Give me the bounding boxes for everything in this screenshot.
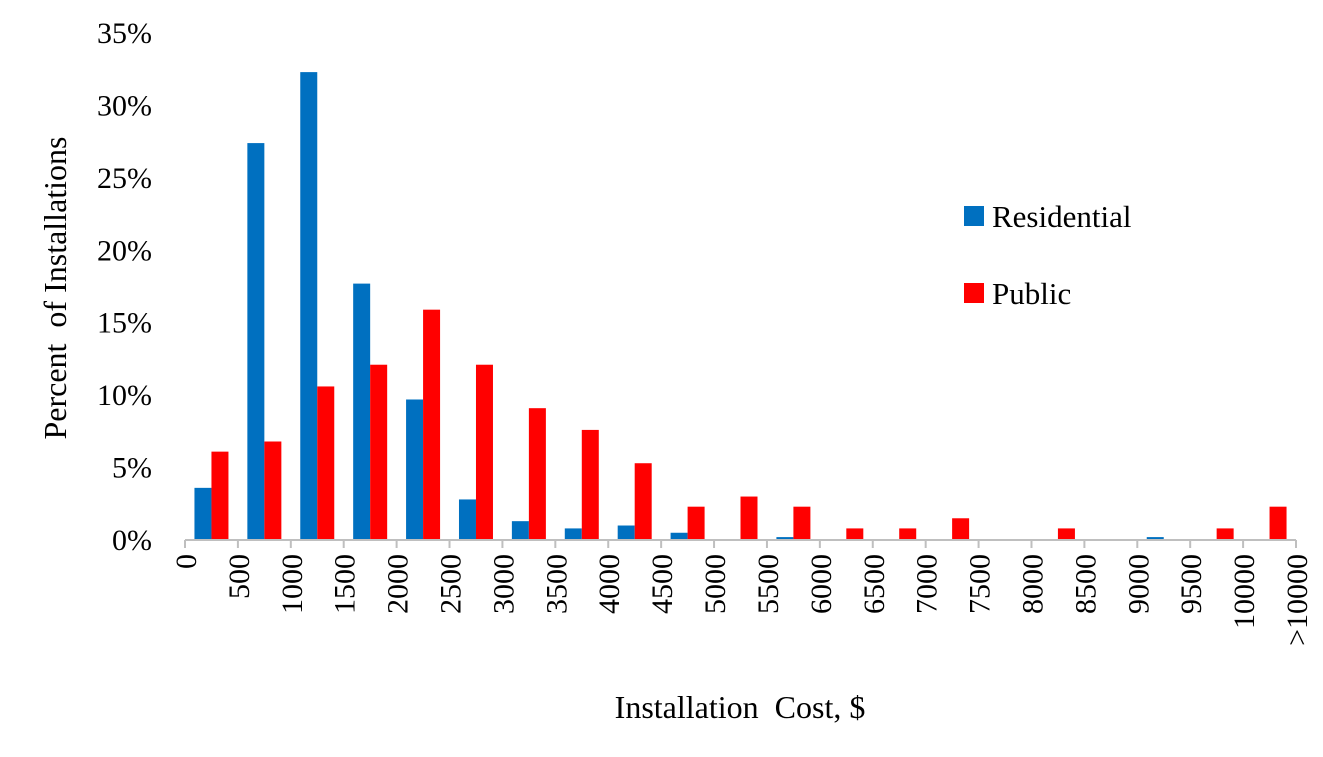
- bar-residential: [247, 143, 265, 540]
- bar-residential: [670, 532, 688, 540]
- legend-label-residential: Residential: [992, 199, 1131, 234]
- bar-public: [793, 506, 811, 540]
- x-tick-label: 6000: [805, 554, 838, 614]
- y-tick-label: 5%: [112, 452, 152, 485]
- bar-public: [211, 451, 229, 540]
- bar-residential: [194, 487, 212, 540]
- bar-residential: [406, 399, 424, 540]
- x-axis-tick-marks: [184, 540, 1297, 548]
- y-tick-label: 35%: [97, 17, 152, 50]
- y-tick-label: 10%: [97, 379, 152, 412]
- y-axis-ticks: 0% 5% 10% 15% 20% 25% 30% 35%: [97, 17, 152, 557]
- bar-public: [475, 364, 493, 540]
- x-tick-label: 8500: [1069, 554, 1102, 614]
- x-tick-label: 4500: [646, 554, 679, 614]
- x-tick-label: 5500: [752, 554, 785, 614]
- x-tick-label: 7000: [911, 554, 944, 614]
- x-tick-label: 4000: [593, 554, 626, 614]
- bar-residential: [564, 528, 582, 540]
- bar-residential: [617, 525, 635, 540]
- x-tick-label: 5000: [699, 554, 732, 614]
- x-axis-title: Installation Cost, $: [615, 689, 866, 725]
- x-tick-label: 9500: [1175, 554, 1208, 614]
- x-tick-label: 9000: [1122, 554, 1155, 614]
- x-tick-label: 10000: [1228, 554, 1261, 629]
- legend: Residential Public: [964, 199, 1131, 311]
- bar-public: [1216, 528, 1234, 540]
- bar-public: [423, 309, 441, 540]
- x-tick-label: 1500: [329, 554, 362, 614]
- x-tick-label: 3500: [540, 554, 573, 614]
- y-tick-label: 20%: [97, 234, 152, 267]
- x-tick-label: 3000: [487, 554, 520, 614]
- bar-public: [264, 441, 282, 540]
- bar-public: [687, 506, 705, 540]
- y-tick-label: 0%: [112, 524, 152, 557]
- bar-public: [581, 429, 599, 540]
- bar-residential: [511, 521, 529, 540]
- bar-public: [370, 364, 388, 540]
- bar-public: [1269, 506, 1287, 540]
- x-tick-label: 7500: [964, 554, 997, 614]
- x-tick-label: >10000: [1281, 554, 1314, 646]
- x-tick-label: 0: [170, 554, 203, 569]
- bar-public: [1057, 528, 1075, 540]
- bar-residential: [1146, 537, 1164, 540]
- x-tick-label: 2000: [382, 554, 415, 614]
- bar-public: [952, 518, 970, 540]
- x-tick-label: 500: [223, 554, 256, 599]
- bar-public: [528, 408, 546, 540]
- bar-residential: [300, 72, 318, 541]
- bar-residential: [353, 283, 371, 540]
- y-tick-label: 25%: [97, 162, 152, 195]
- bar-residential: [776, 537, 794, 540]
- bar-public: [846, 528, 864, 540]
- bar-public: [740, 496, 758, 540]
- x-axis-ticks: 0 500 1000 1500 2000 2500 3000 3500 4000 4500 5000…: [170, 554, 1314, 646]
- x-tick-label: 8000: [1016, 554, 1049, 614]
- legend-swatch-residential: [964, 206, 984, 226]
- bar-residential: [458, 499, 476, 540]
- bar-public: [634, 463, 652, 540]
- y-tick-label: 30%: [97, 89, 152, 122]
- x-tick-label: 6500: [858, 554, 891, 614]
- legend-swatch-public: [964, 283, 984, 303]
- y-tick-label: 15%: [97, 307, 152, 340]
- x-tick-label: 1000: [276, 554, 309, 614]
- bar-public: [899, 528, 917, 540]
- legend-label-public: Public: [992, 276, 1071, 311]
- bar-public: [317, 386, 335, 540]
- bars: [194, 72, 1287, 541]
- y-axis-title: Percent of Installations: [37, 136, 73, 439]
- x-tick-label: 2500: [435, 554, 468, 614]
